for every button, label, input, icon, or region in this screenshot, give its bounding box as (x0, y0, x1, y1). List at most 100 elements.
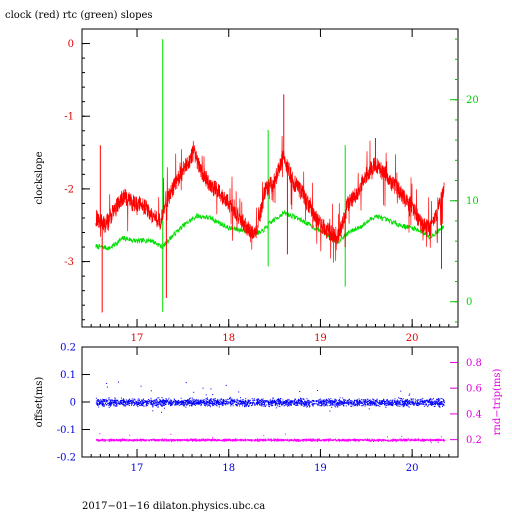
offset-point (293, 400, 295, 402)
roundtrip-point (231, 440, 232, 441)
offset-point (233, 399, 235, 401)
offset-point (162, 399, 164, 401)
roundtrip-point (222, 438, 224, 440)
offset-point (266, 400, 268, 402)
roundtrip-point (194, 439, 195, 441)
roundtrip-point (435, 438, 437, 440)
offset-point (103, 400, 105, 402)
roundtrip-point (374, 440, 376, 442)
roundtrip-point (284, 439, 286, 441)
roundtrip-point (188, 440, 190, 442)
roundtrip-point (338, 438, 340, 440)
roundtrip-point (232, 440, 233, 442)
offset-point (242, 402, 244, 404)
roundtrip-point (207, 439, 209, 441)
offset-point (396, 399, 398, 401)
roundtrip-point (282, 439, 284, 440)
offset-point (158, 401, 160, 403)
roundtrip-point (308, 438, 310, 440)
roundtrip-point (363, 440, 365, 441)
roundtrip-point (368, 439, 370, 441)
offset-point (164, 399, 166, 401)
roundtrip-point (413, 438, 415, 440)
offset-point (155, 404, 157, 406)
offset-point (307, 405, 308, 407)
offset-point (119, 402, 121, 404)
roundtrip-point (343, 438, 345, 440)
bottom-x-tick-label: 19 (314, 463, 327, 474)
offset-point (120, 402, 122, 404)
roundtrip-point (257, 439, 258, 441)
roundtrip-point (403, 439, 405, 441)
roundtrip-point (387, 436, 388, 438)
roundtrip-point (357, 440, 359, 442)
offset-point (169, 404, 171, 406)
offset-point (102, 404, 104, 405)
offset-point (386, 405, 387, 406)
roundtrip-point (386, 440, 388, 442)
offset-point (323, 400, 325, 402)
offset-point (112, 401, 114, 403)
offset-point (214, 398, 216, 399)
offset-point (345, 399, 347, 401)
offset-point (357, 400, 358, 402)
roundtrip-point (364, 439, 365, 441)
offset-point (270, 401, 272, 403)
offset-point (309, 405, 311, 407)
offset-point (397, 402, 399, 404)
offset-point (400, 403, 402, 405)
offset-point (359, 401, 361, 403)
offset-point (375, 401, 377, 403)
offset-point (268, 404, 270, 406)
offset-point (419, 401, 421, 403)
top-chart-title: clock (red) rtc (green) slopes (5, 10, 153, 21)
offset-point (145, 402, 147, 404)
offset-point (179, 401, 181, 403)
roundtrip-point (388, 440, 389, 442)
offset-point (402, 398, 404, 400)
offset-point (214, 404, 216, 406)
offset-point (236, 405, 238, 407)
roundtrip-point (396, 440, 398, 442)
offset-point (414, 400, 416, 402)
offset-point (325, 404, 327, 405)
offset-point (355, 400, 357, 402)
offset-point (243, 401, 245, 403)
offset-point (100, 402, 102, 404)
roundtrip-point (376, 439, 378, 441)
roundtrip-point (353, 440, 355, 442)
offset-point (200, 400, 202, 401)
roundtrip-point (420, 439, 422, 441)
offset-point (368, 403, 370, 405)
roundtrip-point (241, 439, 243, 441)
offset-point (326, 405, 328, 407)
roundtrip-point (347, 439, 349, 441)
offset-point (242, 399, 244, 401)
offset-point (105, 400, 107, 402)
offset-point (342, 403, 344, 405)
offset-point (333, 401, 334, 403)
offset-point (148, 399, 150, 400)
offset-point (141, 400, 143, 402)
offset-point (131, 400, 133, 402)
offset-point (353, 401, 355, 403)
offset-point (305, 401, 307, 403)
roundtrip-point (195, 440, 197, 442)
offset-point (103, 399, 105, 401)
offset-point (174, 399, 176, 401)
roundtrip-point (202, 438, 204, 440)
roundtrip-point (119, 441, 121, 442)
offset-point (358, 401, 359, 403)
roundtrip-point (170, 438, 172, 440)
offset-point (165, 398, 167, 400)
offset-point (202, 402, 204, 404)
offset-point (408, 394, 410, 396)
offset-point (407, 405, 409, 407)
offset-point (199, 402, 201, 404)
offset-point (384, 403, 386, 405)
roundtrip-point (361, 439, 363, 441)
offset-point (277, 401, 279, 403)
offset-point (368, 408, 370, 410)
offset-point (438, 403, 440, 405)
